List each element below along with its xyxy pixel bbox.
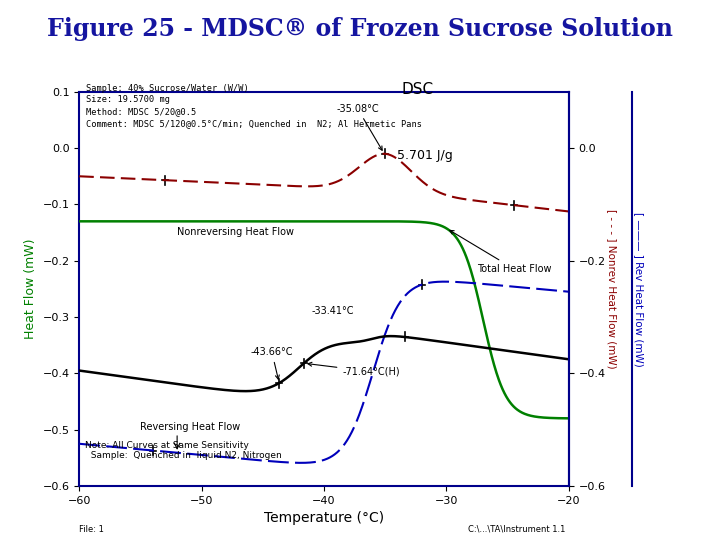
X-axis label: Temperature (°C): Temperature (°C) xyxy=(264,511,384,525)
Text: Figure 25 - MDSC® of Frozen Sucrose Solution: Figure 25 - MDSC® of Frozen Sucrose Solu… xyxy=(47,17,673,41)
Text: Total Heat Flow: Total Heat Flow xyxy=(450,231,552,274)
Text: File: 1: File: 1 xyxy=(79,525,104,534)
Text: Nonreversing Heat Flow: Nonreversing Heat Flow xyxy=(177,227,294,238)
Text: Reversing Heat Flow: Reversing Heat Flow xyxy=(140,422,240,432)
Y-axis label: Heat Flow (mW): Heat Flow (mW) xyxy=(24,239,37,339)
Text: -33.41°C: -33.41°C xyxy=(312,306,354,316)
Text: -35.08°C: -35.08°C xyxy=(336,104,382,150)
Text: Note: All Curves at Same Sensitivity
  Sample:  Quenched in  liquid N2, Nitrogen: Note: All Curves at Same Sensitivity Sam… xyxy=(86,441,282,460)
Text: -71.64°C(H): -71.64°C(H) xyxy=(308,362,400,376)
Text: 5.701 J/g: 5.701 J/g xyxy=(397,150,453,163)
Y-axis label: [ - - - ] Nonrev Heat Flow (mW): [ - - - ] Nonrev Heat Flow (mW) xyxy=(607,209,617,369)
Text: Sample: 40% Sucrose/Water (W/W)
Size: 19.5700 mg
Method: MDSC 5/20@0.5
Comment: : Sample: 40% Sucrose/Water (W/W) Size: 19… xyxy=(86,84,423,128)
Y-axis label: [ ——— ] Rev Heat Flow (mW): [ ——— ] Rev Heat Flow (mW) xyxy=(634,212,644,366)
Text: -43.66°C: -43.66°C xyxy=(251,347,293,379)
Text: DSC: DSC xyxy=(402,82,433,97)
Text: C:\...\TA\Instrument 1.1: C:\...\TA\Instrument 1.1 xyxy=(468,525,565,534)
